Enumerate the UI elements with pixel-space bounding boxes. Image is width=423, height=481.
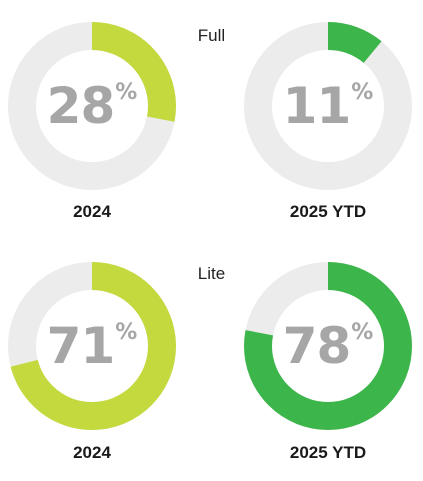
donut-unit: % (115, 320, 138, 345)
donut-unit: % (115, 80, 138, 105)
donut-slice (244, 262, 412, 430)
donut-svg (244, 22, 412, 190)
donut-value: 71 (46, 317, 116, 375)
donut-value: 28 (46, 77, 116, 135)
donut-center: 11 % (244, 22, 412, 190)
caption-lite-2025-ytd: 2025 YTD (289, 443, 367, 462)
donut-lite-2025-ytd: 78 % (244, 262, 412, 430)
donut-center: 71 % (8, 262, 176, 430)
donut-full-2025-ytd: 11 % (244, 22, 412, 190)
donut-svg (8, 22, 176, 190)
donut-center: 28 % (8, 22, 176, 190)
donut-slice (8, 22, 176, 190)
donut-full-2024: 28 % (8, 22, 176, 190)
caption-full-2025-ytd: 2025 YTD (289, 202, 367, 221)
caption-full-2024: 2024 (73, 202, 111, 221)
donut-center: 78 % (244, 262, 412, 430)
donut-unit: % (351, 320, 374, 345)
section-label-full: Full (197, 26, 226, 45)
donut-unit: % (351, 80, 374, 105)
donut-value: 11 (282, 77, 352, 135)
donut-svg (8, 262, 176, 430)
donut-slice (244, 22, 412, 190)
caption-lite-2024: 2024 (73, 443, 111, 462)
donut-svg (244, 262, 412, 430)
donut-value: 78 (282, 317, 352, 375)
donut-slice (8, 262, 176, 430)
section-label-lite: Lite (197, 264, 226, 283)
donut-lite-2024: 71 % (8, 262, 176, 430)
